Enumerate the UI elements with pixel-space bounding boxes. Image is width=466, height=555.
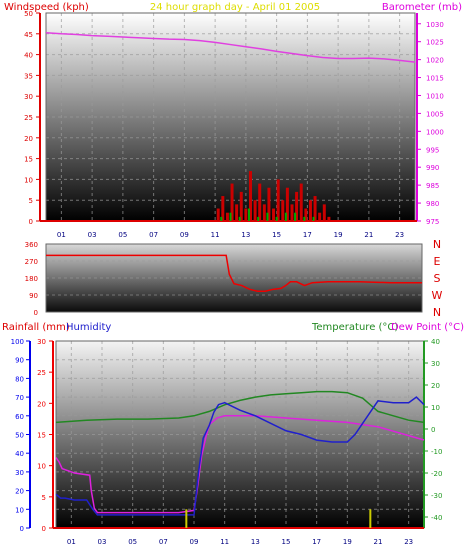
windspeed-tick-label: 40 — [24, 52, 33, 60]
compass-label: S — [434, 272, 441, 285]
barometer-line — [45, 31, 416, 63]
rain-tick-label: 10 — [37, 463, 46, 471]
panel2-frame — [45, 243, 423, 313]
humidity-tick-label: 70 — [15, 394, 24, 402]
x-tick-label: 01 — [57, 231, 66, 239]
windspeed-tick-label: 25 — [24, 114, 33, 122]
compass-label: W — [432, 289, 443, 302]
barometer-axis-label: Barometer (mb) — [382, 2, 462, 13]
barometer-tick-label: 1005 — [426, 110, 444, 118]
temperature-tick-label: 30 — [431, 360, 440, 368]
x-tick-label: 21 — [364, 231, 373, 239]
temperature-tick-label: 0 — [431, 426, 435, 434]
temperature-tick-label: -10 — [431, 448, 442, 456]
barometer-tick-label: 985 — [426, 182, 439, 190]
compass-label: E — [434, 255, 441, 268]
x-tick-label: 07 — [149, 231, 158, 239]
windspeed-tick-label: 10 — [24, 176, 33, 184]
x-tick-label: 11 — [220, 538, 229, 546]
temperature-tick-label: -20 — [431, 470, 442, 478]
x-tick-label: 19 — [343, 538, 352, 546]
barometer-tick-label: 975 — [426, 218, 439, 226]
rain-tick-label: 20 — [37, 400, 46, 408]
humidity-tick-label: 20 — [15, 488, 24, 496]
barometer-tick-label: 1010 — [426, 92, 444, 100]
x-tick-label: 03 — [98, 538, 107, 546]
barometer-tick-label: 1030 — [426, 21, 444, 29]
x-tick-label: 05 — [118, 231, 127, 239]
temperature-tick-label: 20 — [431, 382, 440, 390]
x-tick-label: 09 — [180, 231, 189, 239]
humidity-tick-label: 80 — [15, 375, 24, 383]
windspeed-tick-label: 45 — [24, 31, 33, 39]
humidity-tick-label: 0 — [20, 525, 24, 533]
rain-tick-label: 0 — [42, 525, 46, 533]
humidity-tick-label: 100 — [11, 338, 24, 346]
x-tick-label: 01 — [67, 538, 76, 546]
humidity-tick-label: 40 — [15, 450, 24, 458]
rain-tick-label: 15 — [37, 432, 46, 440]
direction-tick-label: 90 — [29, 292, 38, 300]
barometer-tick-label: 1020 — [426, 57, 444, 65]
windspeed-tick-label: 5 — [29, 197, 33, 205]
barometer-tick-label: 1000 — [426, 128, 444, 136]
humidity-axis-label: Humidity — [66, 322, 111, 333]
x-tick-label: 17 — [312, 538, 321, 546]
barometer-tick-label: 995 — [426, 146, 439, 154]
temperature-axis-label: Temperature (°C) — [311, 322, 398, 333]
windspeed-tick-label: 30 — [24, 93, 33, 101]
chart-title: 24 hour graph day - April 01 2005 — [150, 2, 320, 13]
direction-tick-label: 270 — [25, 258, 38, 266]
rainfall-axis-label: Rainfall (mm) — [2, 322, 70, 333]
direction-tick-label: 360 — [25, 241, 38, 249]
windspeed-tick-label: 35 — [24, 72, 33, 80]
x-tick-label: 17 — [303, 231, 312, 239]
windspeed-axis-label: Windspeed (kph) — [4, 2, 89, 13]
x-tick-label: 13 — [241, 231, 250, 239]
x-tick-label: 09 — [190, 538, 199, 546]
x-tick-label: 03 — [88, 231, 97, 239]
humidity-tick-label: 30 — [15, 469, 24, 477]
temperature-tick-label: 10 — [431, 404, 440, 412]
x-tick-label: 05 — [128, 538, 137, 546]
humidity-tick-label: 50 — [15, 432, 24, 440]
direction-tick-label: 0 — [34, 309, 38, 317]
temperature-tick-label: -40 — [431, 514, 442, 522]
barometer-tick-label: 980 — [426, 200, 439, 208]
x-tick-label: 23 — [395, 231, 404, 239]
direction-tick-label: 180 — [25, 275, 38, 283]
humidity-line — [55, 396, 425, 516]
x-tick-label: 15 — [272, 231, 281, 239]
windspeed-tick-label: 50 — [24, 10, 33, 18]
rain-tick-label: 5 — [42, 494, 46, 502]
dewpoint-axis-label: Dew Point (°C) — [391, 322, 464, 333]
barometer-tick-label: 1025 — [426, 39, 444, 47]
temperature-tick-label: 40 — [431, 338, 440, 346]
x-tick-label: 13 — [251, 538, 260, 546]
humidity-tick-label: 90 — [15, 357, 24, 365]
x-tick-label: 15 — [282, 538, 291, 546]
humidity-tick-label: 60 — [15, 413, 24, 421]
windspeed-tick-label: 0 — [29, 218, 33, 226]
windspeed-tick-label: 20 — [24, 135, 33, 143]
barometer-tick-label: 990 — [426, 164, 439, 172]
rain-tick-label: 25 — [37, 369, 46, 377]
x-tick-label: 21 — [374, 538, 383, 546]
x-tick-label: 11 — [211, 231, 220, 239]
wind-direction-line — [46, 254, 422, 292]
temperature-line — [55, 390, 425, 424]
compass-label: N — [433, 238, 441, 251]
rain-tick-label: 30 — [37, 338, 46, 346]
x-tick-label: 19 — [334, 231, 343, 239]
windspeed-tick-label: 15 — [24, 156, 33, 164]
x-tick-label: 23 — [404, 538, 413, 546]
humidity-tick-label: 10 — [15, 506, 24, 514]
x-tick-label: 07 — [159, 538, 168, 546]
barometer-tick-label: 1015 — [426, 75, 444, 83]
temperature-tick-label: -30 — [431, 492, 442, 500]
compass-label: N — [433, 306, 441, 319]
